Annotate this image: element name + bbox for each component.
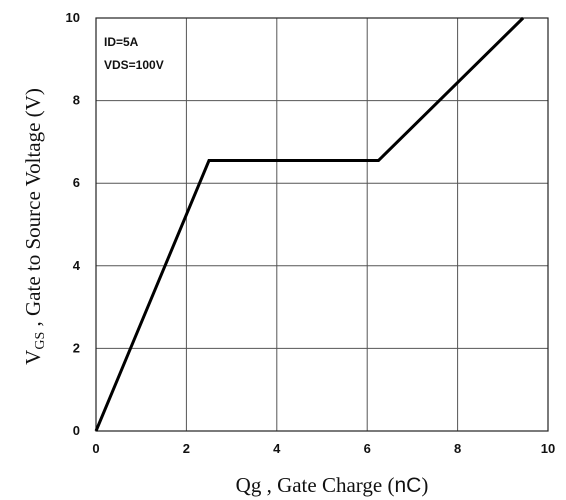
x-tick-label-10: 10 bbox=[541, 441, 555, 456]
series-layer bbox=[94, 16, 525, 432]
y-tick-labels: 0 2 4 6 8 10 bbox=[66, 10, 81, 438]
y-tick-label-8: 8 bbox=[73, 93, 80, 108]
y-axis-title-rest: , Gate to Source Voltage (V) bbox=[21, 88, 45, 332]
x-tick-label-0: 0 bbox=[92, 441, 99, 456]
series-line-0 bbox=[94, 16, 525, 432]
plot-frame bbox=[95, 17, 549, 432]
y-axis-title: VGS , Gate to Source Voltage (V) bbox=[21, 88, 48, 365]
y-axis-title-prefix: V bbox=[21, 350, 45, 365]
x-tick-label-8: 8 bbox=[454, 441, 461, 456]
x-axis-title-close: ) bbox=[421, 473, 428, 497]
x-tick-label-2: 2 bbox=[183, 441, 190, 456]
annotation-id: ID=5A bbox=[104, 35, 139, 49]
x-tick-labels: 0 2 4 6 8 10 bbox=[92, 441, 555, 456]
x-tick-label-6: 6 bbox=[364, 441, 371, 456]
x-axis-title-unit: nC bbox=[394, 474, 421, 497]
annotation-vds: VDS=100V bbox=[104, 58, 164, 72]
x-axis-title-main: Qg , Gate Charge ( bbox=[236, 473, 395, 497]
y-tick-label-4: 4 bbox=[73, 258, 81, 273]
x-axis-title: Qg , Gate Charge (nC) bbox=[236, 473, 429, 497]
x-tick-label-4: 4 bbox=[273, 441, 281, 456]
y-axis-title-subscript: GS bbox=[33, 332, 48, 350]
y-tick-label-2: 2 bbox=[73, 340, 80, 355]
y-tick-label-0: 0 bbox=[73, 423, 80, 438]
y-tick-label-6: 6 bbox=[73, 175, 80, 190]
y-tick-label-10: 10 bbox=[66, 10, 80, 25]
grid bbox=[95, 17, 549, 432]
